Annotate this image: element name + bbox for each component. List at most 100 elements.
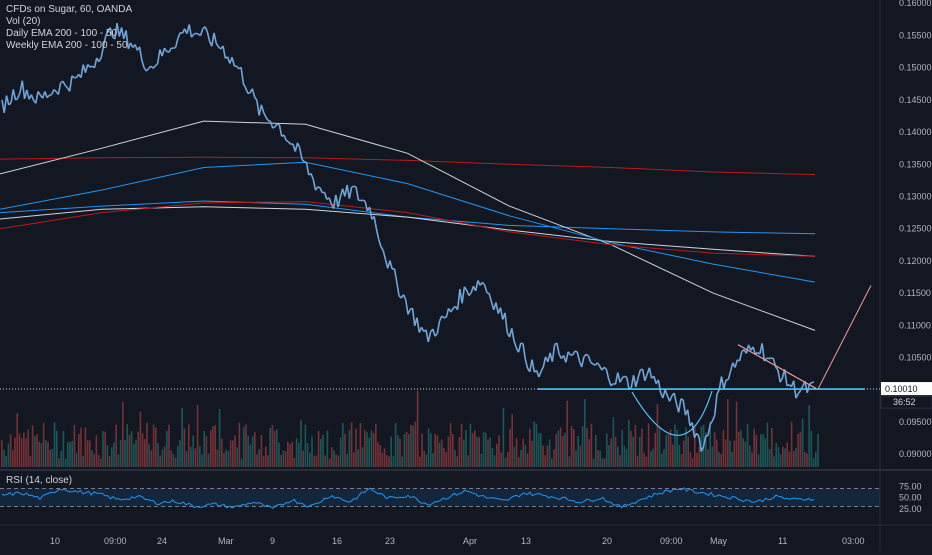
volume-bar bbox=[236, 447, 238, 467]
price-candle bbox=[304, 162, 306, 163]
price-candle bbox=[273, 127, 275, 128]
volume-bar bbox=[778, 447, 780, 467]
volume-bar bbox=[485, 433, 487, 467]
time-tick-label: 24 bbox=[157, 536, 167, 546]
volume-bar bbox=[109, 456, 111, 467]
volume-bar bbox=[19, 434, 21, 467]
volume-bar bbox=[729, 441, 731, 467]
volume-bar bbox=[272, 425, 274, 467]
volume-bar bbox=[307, 443, 309, 467]
volume-bar bbox=[756, 435, 758, 467]
volume-bar bbox=[25, 438, 27, 467]
volume-bar bbox=[551, 459, 553, 467]
volume-bar bbox=[252, 436, 254, 467]
volume-bar bbox=[423, 451, 425, 467]
volume-bar bbox=[456, 456, 458, 467]
symbol-title[interactable]: CFDs on Sugar, 60, OANDA bbox=[6, 4, 132, 16]
time-tick-label: May bbox=[710, 536, 728, 546]
rsi-indicator-label[interactable]: RSI (14, close) bbox=[6, 475, 72, 486]
volume-bar bbox=[476, 437, 478, 467]
volume-bar bbox=[811, 431, 813, 467]
volume-bar bbox=[104, 432, 106, 467]
volume-bar bbox=[753, 429, 755, 467]
volume-bar bbox=[373, 433, 375, 467]
price-candle bbox=[625, 376, 627, 377]
volume-bar bbox=[745, 442, 747, 467]
volume-bar bbox=[142, 433, 144, 467]
time-tick-label: 13 bbox=[521, 536, 531, 546]
volume-bar bbox=[503, 408, 505, 467]
volume-bar bbox=[432, 453, 434, 467]
volume-bar bbox=[34, 436, 36, 467]
volume-bar bbox=[604, 458, 606, 467]
volume-bar bbox=[562, 436, 564, 467]
price-candle bbox=[318, 187, 320, 188]
price-tick-label: 0.12500 bbox=[899, 224, 932, 234]
volume-bar bbox=[742, 438, 744, 467]
volume-bar bbox=[5, 456, 7, 467]
volume-bar bbox=[602, 459, 604, 467]
volume-bar bbox=[672, 444, 674, 467]
volume-bar bbox=[388, 456, 390, 467]
volume-bar bbox=[593, 459, 595, 467]
volume-bar bbox=[261, 435, 263, 467]
volume-bar bbox=[401, 456, 403, 467]
volume-bar bbox=[208, 454, 210, 467]
volume-bar bbox=[302, 450, 304, 467]
volume-bar bbox=[179, 440, 181, 467]
volume-bar bbox=[683, 441, 685, 467]
volume-bar bbox=[195, 448, 197, 467]
volume-bar bbox=[355, 429, 357, 467]
volume-bar bbox=[582, 426, 584, 467]
price-candle bbox=[575, 351, 577, 352]
volume-bar bbox=[168, 425, 170, 467]
volume-bar bbox=[461, 424, 463, 467]
volume-bar bbox=[591, 424, 593, 467]
volume-bar bbox=[410, 425, 412, 467]
volume-bar bbox=[817, 434, 819, 467]
daily-ema-label[interactable]: Daily EMA 200 - 100 - 50 bbox=[6, 28, 132, 40]
volume-bar bbox=[386, 455, 388, 467]
time-tick-label: 03:00 bbox=[842, 536, 865, 546]
volume-bar bbox=[681, 454, 683, 467]
volume-bar bbox=[773, 456, 775, 467]
volume-bar bbox=[353, 452, 355, 467]
volume-bar bbox=[225, 450, 227, 467]
volume-bar bbox=[102, 431, 104, 467]
volume-bar bbox=[283, 450, 285, 467]
volume-bar bbox=[619, 455, 621, 467]
volume-indicator-label[interactable]: Vol (20) bbox=[6, 16, 132, 28]
volume-bar bbox=[597, 450, 599, 467]
volume-bar bbox=[93, 454, 95, 467]
volume-bar bbox=[153, 425, 155, 467]
price-tick-label: 0.13000 bbox=[899, 191, 932, 201]
volume-bar bbox=[289, 444, 291, 467]
volume-bar bbox=[767, 422, 769, 467]
volume-bar bbox=[670, 430, 672, 467]
volume-bar bbox=[331, 447, 333, 467]
volume-bar bbox=[795, 448, 797, 467]
volume-bar bbox=[659, 427, 661, 467]
volume-bar bbox=[784, 448, 786, 467]
volume-bar bbox=[760, 434, 762, 467]
volume-bar bbox=[228, 451, 230, 467]
volume-bar bbox=[489, 437, 491, 467]
volume-bar bbox=[555, 434, 557, 467]
volume-bar bbox=[80, 427, 82, 467]
weekly-ema-label[interactable]: Weekly EMA 200 - 100 - 50 bbox=[6, 40, 132, 52]
volume-bar bbox=[186, 451, 188, 467]
volume-bar bbox=[82, 456, 84, 467]
volume-bar bbox=[214, 425, 216, 467]
volume-bar bbox=[338, 455, 340, 467]
time-tick-label: 11 bbox=[778, 536, 787, 546]
volume-bar bbox=[483, 432, 485, 467]
volume-bar bbox=[725, 439, 727, 467]
volume-bar bbox=[274, 431, 276, 467]
volume-bar bbox=[511, 414, 513, 467]
price-candle bbox=[487, 293, 489, 294]
volume-bar bbox=[16, 413, 18, 467]
volume-bar bbox=[727, 399, 729, 467]
volume-bar bbox=[628, 420, 630, 467]
